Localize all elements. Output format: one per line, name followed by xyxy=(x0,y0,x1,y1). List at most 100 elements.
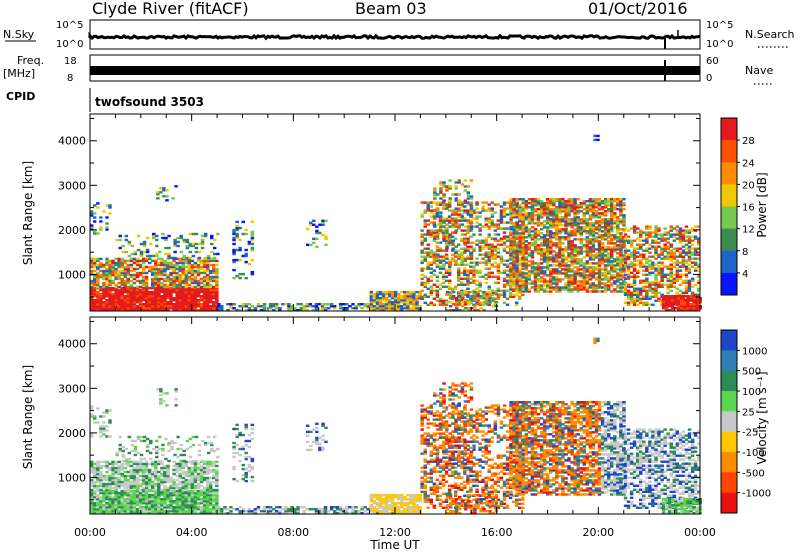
heatmap-cell xyxy=(212,264,216,266)
heatmap-cell xyxy=(481,304,484,306)
heatmap-cell xyxy=(470,242,474,244)
heatmap-cell xyxy=(93,490,96,492)
heatmap-cell xyxy=(130,274,134,276)
heatmap-cell xyxy=(424,268,428,270)
heatmap-cell xyxy=(382,291,386,293)
velocity-data xyxy=(90,338,702,515)
heatmap-cell xyxy=(172,303,176,305)
nave-label: Nave xyxy=(745,64,773,77)
heatmap-cell xyxy=(534,222,538,224)
heatmap-cell xyxy=(586,212,589,214)
heatmap-cell xyxy=(648,225,652,227)
heatmap-cell xyxy=(692,295,696,297)
heatmap-cell xyxy=(238,305,241,307)
heatmap-cell xyxy=(577,266,580,268)
heatmap-cell xyxy=(464,299,467,301)
heatmap-cell xyxy=(589,282,593,284)
heatmap-cell xyxy=(93,216,96,218)
heatmap-cell xyxy=(679,290,683,292)
heatmap-cell xyxy=(561,224,564,226)
heatmap-cell xyxy=(561,286,564,288)
heatmap-cell xyxy=(235,275,239,277)
heatmap-cell xyxy=(467,191,470,193)
heatmap-cell xyxy=(478,276,482,278)
colorbar-segment xyxy=(721,229,737,252)
heatmap-cell xyxy=(509,238,512,240)
heatmap-cell xyxy=(688,229,691,231)
colorbar-segment xyxy=(721,207,737,230)
heatmap-cell xyxy=(534,198,538,200)
heatmap-cell xyxy=(639,260,643,262)
heatmap-cell xyxy=(108,262,111,264)
heatmap-cell xyxy=(139,492,143,494)
heatmap-cell xyxy=(455,297,458,299)
heatmap-cell xyxy=(479,295,483,297)
heatmap-cell xyxy=(642,264,645,266)
heatmap-cell xyxy=(360,307,363,309)
heatmap-cell xyxy=(613,198,617,200)
heatmap-cell xyxy=(464,291,467,293)
heatmap-cell xyxy=(167,247,171,249)
heatmap-cell xyxy=(151,260,154,262)
heatmap-cell xyxy=(580,218,584,220)
heatmap-cell xyxy=(630,276,634,278)
heatmap-cell xyxy=(354,305,358,307)
heatmap-cell xyxy=(491,213,494,215)
heatmap-cell xyxy=(509,280,512,282)
heatmap-cell xyxy=(564,262,568,264)
heatmap-cell xyxy=(516,222,519,224)
heatmap-cell xyxy=(391,301,394,303)
heatmap-cell xyxy=(531,280,535,282)
heatmap-cell xyxy=(570,282,574,284)
heatmap-cell xyxy=(639,254,643,256)
heatmap-cell xyxy=(464,179,467,181)
heatmap-cell xyxy=(531,198,535,200)
heatmap-cell xyxy=(546,274,549,276)
y-tick-label: 2000 xyxy=(58,224,86,237)
heatmap-cell xyxy=(645,231,649,233)
heatmap-cell xyxy=(577,282,580,284)
heatmap-cell xyxy=(589,246,593,248)
heatmap-cell xyxy=(604,198,608,200)
heatmap-cell xyxy=(209,276,212,278)
heatmap-cell xyxy=(194,262,197,264)
heatmap-cell xyxy=(577,198,580,200)
heatmap-cell xyxy=(546,198,549,200)
heatmap-cell xyxy=(124,498,127,500)
heatmap-cell xyxy=(185,266,189,268)
heatmap-cell xyxy=(430,209,433,211)
heatmap-cell xyxy=(534,266,538,268)
heatmap-cell xyxy=(552,242,556,244)
heatmap-cell xyxy=(442,199,446,201)
heatmap-cell xyxy=(176,241,179,243)
heatmap-cell xyxy=(315,303,318,305)
heatmap-cell xyxy=(201,239,205,241)
heatmap-cell xyxy=(555,212,558,214)
heatmap-cell xyxy=(522,218,526,220)
heatmap-cell xyxy=(540,242,544,244)
heatmap-cell xyxy=(519,268,522,270)
heatmap-cell xyxy=(197,264,201,266)
heatmap-cell xyxy=(488,203,491,205)
heatmap-cell xyxy=(577,216,580,218)
heatmap-cell xyxy=(460,272,463,274)
heatmap-cell xyxy=(105,299,108,301)
heatmap-cell xyxy=(596,135,599,137)
heatmap-cell xyxy=(467,258,470,260)
heatmap-cell xyxy=(654,258,658,260)
heatmap-cell xyxy=(124,266,127,268)
heatmap-cell xyxy=(616,216,619,218)
heatmap-cell xyxy=(164,247,168,249)
heatmap-cell xyxy=(102,498,105,500)
heatmap-cell xyxy=(586,246,589,248)
heatmap-cell xyxy=(357,303,360,305)
heatmap-cell xyxy=(636,260,640,262)
heatmap-cell xyxy=(108,260,111,262)
heatmap-cell xyxy=(663,256,667,258)
heatmap-cell xyxy=(509,248,512,250)
heatmap-cell xyxy=(473,305,476,307)
heatmap-cell xyxy=(105,222,108,224)
heatmap-cell xyxy=(691,262,695,264)
heatmap-cell xyxy=(130,280,134,282)
heatmap-cell xyxy=(512,206,516,208)
